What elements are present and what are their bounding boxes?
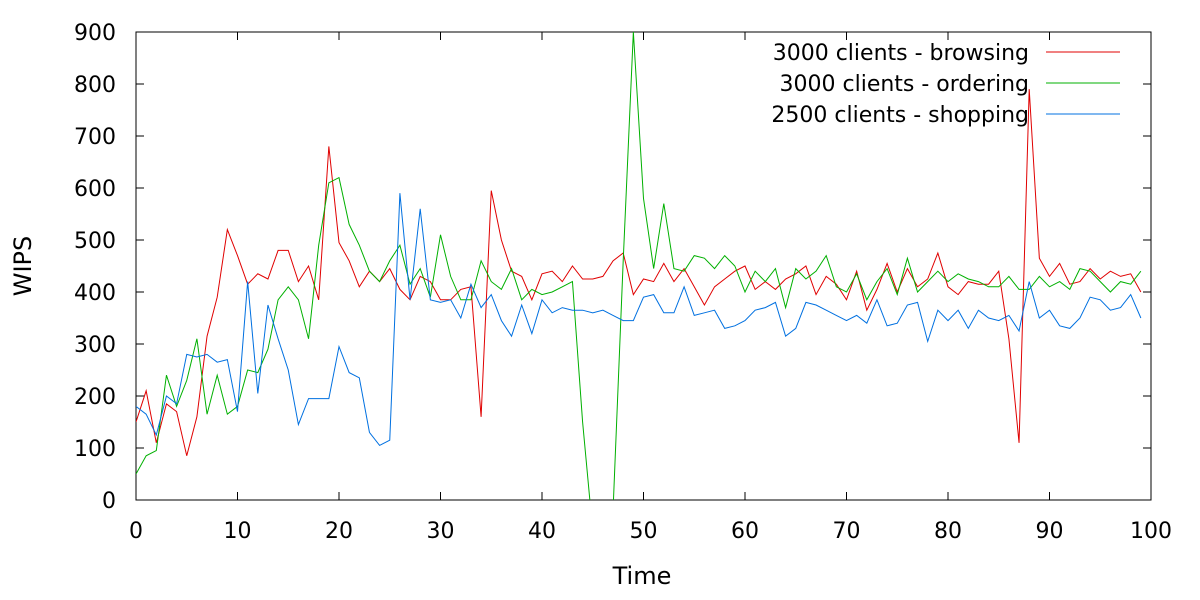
y-tick-label: 400 [74,281,116,306]
x-tick-label: 30 [427,519,455,544]
y-tick-label: 600 [74,177,116,202]
y-tick-label: 700 [74,125,116,150]
y-tick-label: 800 [74,73,116,98]
x-tick-label: 10 [224,519,252,544]
y-tick-label: 200 [74,385,116,410]
legend-label: 3000 clients - ordering [780,72,1029,97]
legend-label: 2500 clients - shopping [771,103,1029,128]
y-tick-label: 0 [102,489,116,514]
y-axis-title: WIPS [9,236,37,297]
x-tick-label: 100 [1130,519,1172,544]
x-tick-label: 50 [630,519,658,544]
x-tick-label: 70 [833,519,861,544]
x-tick-label: 80 [934,519,962,544]
x-tick-label: 90 [1036,519,1064,544]
y-axis: 0 100 200 300 400 500 600 700 800 900 [74,21,1151,514]
series-line-1 [136,89,1142,456]
legend-label: 3000 clients - browsing [773,41,1029,66]
series-line-2 [136,32,1142,500]
x-tick-label: 60 [731,519,759,544]
x-tick-label: 0 [129,519,143,544]
x-axis-title: Time [612,562,672,590]
series-layer [136,32,1142,500]
series-line-3 [136,193,1142,447]
x-tick-label: 20 [325,519,353,544]
x-axis: 0 10 20 30 40 50 60 70 80 90 100 [129,32,1172,544]
y-tick-label: 500 [74,229,116,254]
y-tick-label: 100 [74,437,116,462]
y-tick-label: 300 [74,333,116,358]
legend: 3000 clients - browsing 3000 clients - or… [771,41,1120,128]
x-tick-label: 40 [528,519,556,544]
y-tick-label: 900 [74,21,116,46]
